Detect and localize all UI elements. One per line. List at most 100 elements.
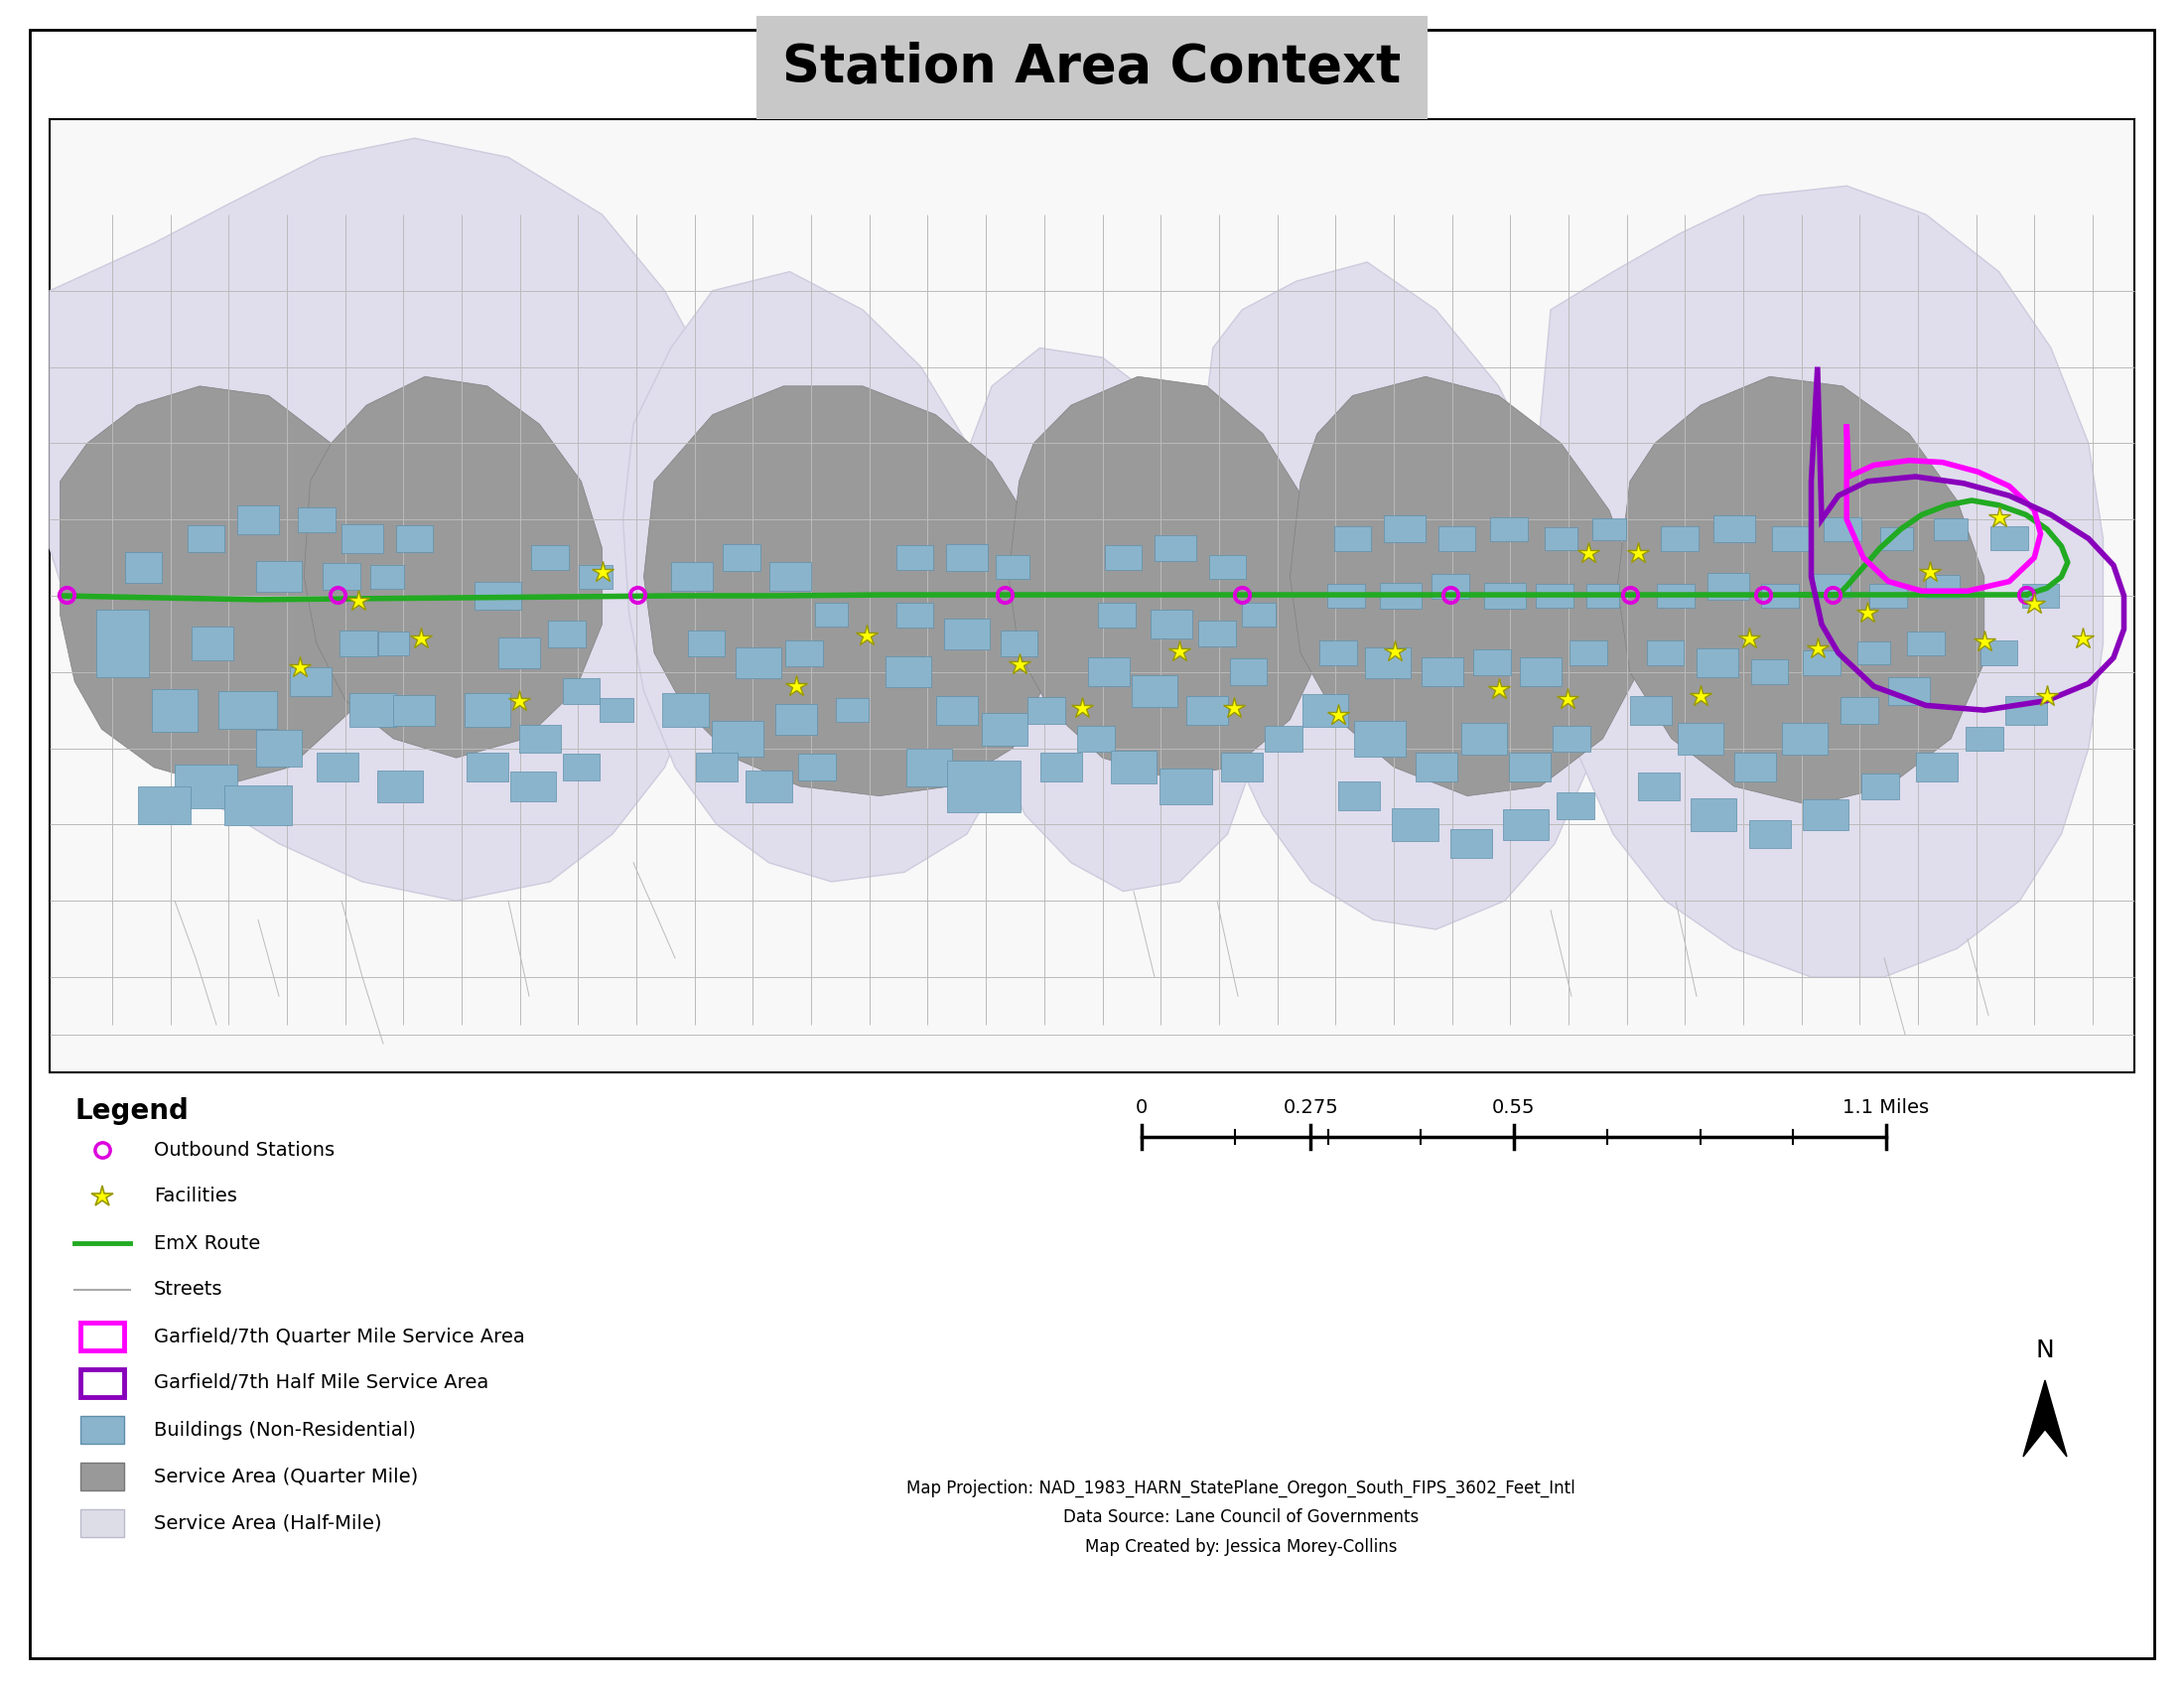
Bar bbox=[1804, 800, 1848, 830]
Text: 1.1 Miles: 1.1 Miles bbox=[1843, 1099, 1928, 1117]
Polygon shape bbox=[1291, 376, 1638, 797]
Bar bbox=[1489, 517, 1527, 540]
Text: Service Area (Quarter Mile): Service Area (Quarter Mile) bbox=[153, 1467, 417, 1485]
Bar bbox=[670, 562, 712, 591]
Bar bbox=[1088, 658, 1129, 687]
Bar bbox=[1870, 584, 1907, 608]
Bar bbox=[723, 544, 760, 571]
Polygon shape bbox=[1197, 262, 1597, 930]
Bar bbox=[1760, 584, 1800, 608]
Bar bbox=[1391, 809, 1437, 841]
Bar bbox=[1586, 584, 1618, 608]
Bar bbox=[1099, 603, 1136, 628]
Bar bbox=[1749, 820, 1791, 849]
Polygon shape bbox=[1618, 376, 1985, 805]
Bar bbox=[1638, 771, 1679, 800]
Bar bbox=[1553, 726, 1590, 753]
Bar bbox=[81, 1509, 124, 1538]
Bar bbox=[188, 525, 225, 552]
Bar bbox=[138, 787, 190, 824]
Text: Garfield/7th Quarter Mile Service Area: Garfield/7th Quarter Mile Service Area bbox=[153, 1327, 524, 1345]
Bar bbox=[1557, 792, 1594, 819]
Bar bbox=[96, 609, 149, 677]
Bar bbox=[498, 638, 539, 668]
Bar bbox=[1926, 576, 1959, 598]
Bar bbox=[225, 785, 290, 825]
Bar bbox=[1712, 517, 1756, 542]
Bar bbox=[2005, 695, 2046, 724]
Bar bbox=[1385, 517, 1426, 542]
Text: 0: 0 bbox=[1136, 1099, 1149, 1117]
Bar bbox=[393, 695, 435, 726]
Text: 0.55: 0.55 bbox=[1492, 1099, 1535, 1117]
Bar bbox=[1935, 518, 1968, 540]
Bar bbox=[1503, 809, 1548, 841]
Bar bbox=[395, 525, 432, 552]
Bar bbox=[153, 689, 197, 731]
Bar bbox=[895, 545, 933, 571]
Bar bbox=[1208, 555, 1247, 579]
Bar bbox=[1328, 584, 1365, 608]
Polygon shape bbox=[1009, 376, 1326, 776]
Bar bbox=[1889, 677, 1931, 706]
Bar bbox=[1629, 695, 1671, 724]
Polygon shape bbox=[963, 348, 1262, 891]
Bar bbox=[1771, 527, 1808, 550]
Bar bbox=[467, 753, 509, 782]
Bar bbox=[548, 621, 585, 647]
Bar bbox=[81, 1416, 124, 1443]
Text: Service Area (Half-Mile): Service Area (Half-Mile) bbox=[153, 1514, 382, 1533]
Bar bbox=[1160, 768, 1212, 805]
Text: Garfield/7th Half Mile Service Area: Garfield/7th Half Mile Service Area bbox=[153, 1374, 489, 1393]
Bar bbox=[1105, 545, 1142, 571]
Bar bbox=[1804, 650, 1841, 675]
Bar bbox=[1186, 695, 1227, 724]
Bar bbox=[1734, 753, 1776, 782]
Bar bbox=[1544, 527, 1577, 550]
Bar bbox=[1422, 658, 1463, 687]
Polygon shape bbox=[61, 387, 400, 787]
Bar bbox=[563, 679, 601, 704]
Bar bbox=[1265, 726, 1302, 753]
Bar bbox=[339, 630, 378, 657]
Bar bbox=[943, 618, 989, 650]
Bar bbox=[1907, 631, 1944, 657]
Bar bbox=[288, 667, 332, 695]
Bar bbox=[1319, 640, 1356, 665]
Bar bbox=[474, 581, 520, 609]
Bar bbox=[323, 564, 360, 591]
Bar bbox=[906, 748, 952, 787]
Bar bbox=[50, 120, 2134, 1072]
Bar bbox=[1243, 603, 1275, 626]
Bar bbox=[297, 506, 336, 532]
Bar bbox=[1151, 609, 1192, 638]
Bar bbox=[1570, 640, 1607, 665]
Bar bbox=[946, 544, 987, 571]
Bar bbox=[996, 555, 1029, 579]
Bar bbox=[341, 525, 382, 554]
Bar bbox=[1112, 751, 1158, 783]
Bar bbox=[1861, 773, 1898, 800]
Bar bbox=[1334, 527, 1372, 550]
Bar bbox=[1461, 722, 1507, 755]
Polygon shape bbox=[2022, 1381, 2066, 1457]
Bar bbox=[81, 1369, 124, 1398]
Text: N: N bbox=[2035, 1339, 2055, 1362]
Bar bbox=[712, 721, 764, 756]
Bar bbox=[465, 694, 511, 728]
Bar bbox=[1658, 584, 1695, 608]
Bar bbox=[192, 626, 234, 660]
Bar bbox=[1509, 753, 1551, 782]
Bar bbox=[1077, 726, 1114, 753]
Bar bbox=[836, 699, 869, 722]
Bar bbox=[1782, 722, 1828, 755]
Bar bbox=[511, 771, 557, 802]
Bar bbox=[520, 724, 561, 753]
Text: Facilities: Facilities bbox=[153, 1187, 238, 1205]
Bar bbox=[563, 755, 601, 780]
Bar bbox=[349, 694, 395, 728]
Bar bbox=[256, 562, 301, 592]
Bar bbox=[948, 760, 1020, 812]
Bar bbox=[175, 765, 238, 809]
Bar bbox=[1752, 660, 1789, 684]
